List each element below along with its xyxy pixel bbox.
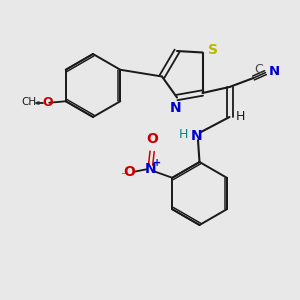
Text: O: O bbox=[146, 132, 158, 146]
Text: S: S bbox=[208, 43, 218, 57]
Text: O: O bbox=[124, 165, 136, 179]
Text: ⁻: ⁻ bbox=[120, 171, 126, 184]
Text: C: C bbox=[254, 63, 263, 76]
Text: N: N bbox=[170, 101, 181, 115]
Text: N: N bbox=[145, 162, 156, 176]
Text: CH₃: CH₃ bbox=[22, 97, 41, 107]
Text: H: H bbox=[179, 128, 188, 141]
Text: +: + bbox=[153, 158, 161, 168]
Text: N: N bbox=[269, 65, 280, 78]
Text: O: O bbox=[42, 96, 53, 109]
Text: H: H bbox=[236, 110, 245, 124]
Text: N: N bbox=[191, 130, 202, 143]
